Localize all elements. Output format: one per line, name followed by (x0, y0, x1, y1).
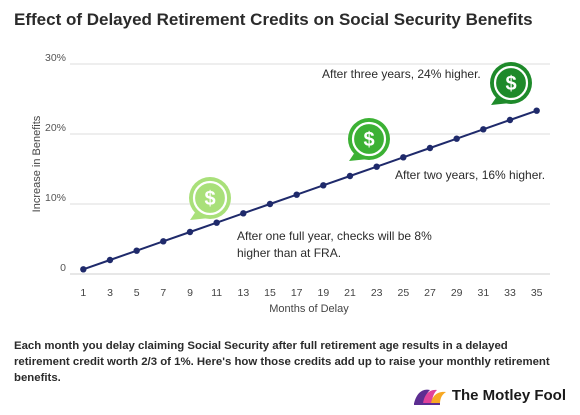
series-points (80, 107, 540, 273)
x-axis-ticks: 1 3 5 7 9 11 13 15 17 19 21 23 25 27 29 31 33 35 (80, 287, 542, 299)
y-tick-label: 10% (45, 192, 66, 204)
x-axis-label: Months of Delay (269, 303, 349, 315)
annotation: $ After two years, 16% higher. (348, 118, 545, 182)
y-axis-ticks: 0 10% 20% 30% (45, 52, 66, 274)
series-line-path (83, 109, 537, 271)
jester-hat-icon (413, 389, 446, 405)
data-point (213, 219, 220, 226)
x-tick-label: 31 (477, 287, 489, 299)
data-point (160, 238, 167, 245)
x-tick-label: 27 (424, 287, 436, 299)
brand-name: The Motley Fool (451, 386, 566, 404)
data-point (373, 163, 380, 170)
svg-text:$: $ (505, 73, 516, 95)
x-tick-label: 15 (264, 287, 276, 299)
dollar-badge-icon: $ (189, 177, 231, 221)
x-tick-label: 1 (80, 287, 86, 299)
x-tick-label: 21 (344, 287, 356, 299)
svg-text:$: $ (363, 129, 374, 151)
x-tick-label: 35 (531, 287, 543, 299)
series-line (83, 109, 537, 271)
data-point (453, 135, 460, 142)
dollar-badge-icon: $ (348, 118, 390, 162)
annotation-text: higher than at FRA. (237, 246, 341, 260)
data-point (266, 200, 274, 208)
data-point (506, 116, 514, 124)
x-tick-label: 23 (371, 287, 383, 299)
data-point (533, 107, 540, 114)
annotation-text: After three years, 24% higher. (322, 67, 481, 81)
data-point (80, 266, 87, 273)
data-point (133, 247, 140, 254)
x-tick-label: 13 (237, 287, 249, 299)
y-tick-label: 0 (60, 262, 66, 274)
data-point (346, 172, 354, 180)
annotations: $ After one full year, checks will be 8% h… (189, 62, 545, 260)
data-point (106, 256, 114, 264)
annotation: $ After three years, 24% higher. (322, 62, 532, 106)
y-tick-label: 20% (45, 122, 66, 134)
x-tick-label: 19 (317, 287, 329, 299)
data-point (480, 126, 487, 133)
data-point (240, 210, 247, 217)
x-tick-label: 3 (107, 287, 113, 299)
line-chart: 010%20%30% 1 3 5 7 9 11 13 15 17 19 21 23 25 27 29 31 33… (31, 52, 550, 315)
data-point (186, 228, 194, 236)
data-point (400, 154, 407, 161)
dollar-badge-icon: $ (490, 62, 532, 106)
x-tick-label: 17 (291, 287, 303, 299)
caption: Each month you delay claiming Social Sec… (14, 340, 550, 384)
brand-logo: The Motley Fool (412, 384, 566, 406)
annotation-text: After one full year, checks will be 8% (237, 229, 432, 243)
x-tick-label: 5 (134, 287, 140, 299)
y-axis-label: Increase in Benefits (31, 115, 43, 212)
annotation-text: After two years, 16% higher. (395, 168, 545, 182)
x-tick-label: 25 (397, 287, 409, 299)
data-point (320, 182, 327, 189)
data-point (426, 144, 434, 152)
x-tick-label: 7 (160, 287, 166, 299)
chart-title: Effect of Delayed Retirement Credits on … (14, 10, 533, 29)
data-point (293, 191, 300, 198)
svg-text:$: $ (204, 188, 215, 210)
x-tick-label: 11 (211, 287, 222, 299)
x-tick-label: 9 (187, 287, 193, 299)
x-tick-label: 33 (504, 287, 516, 299)
x-tick-label: 29 (451, 287, 463, 299)
annotation: $ After one full year, checks will be 8% h… (189, 177, 432, 260)
y-tick-label: 30% (45, 52, 66, 64)
